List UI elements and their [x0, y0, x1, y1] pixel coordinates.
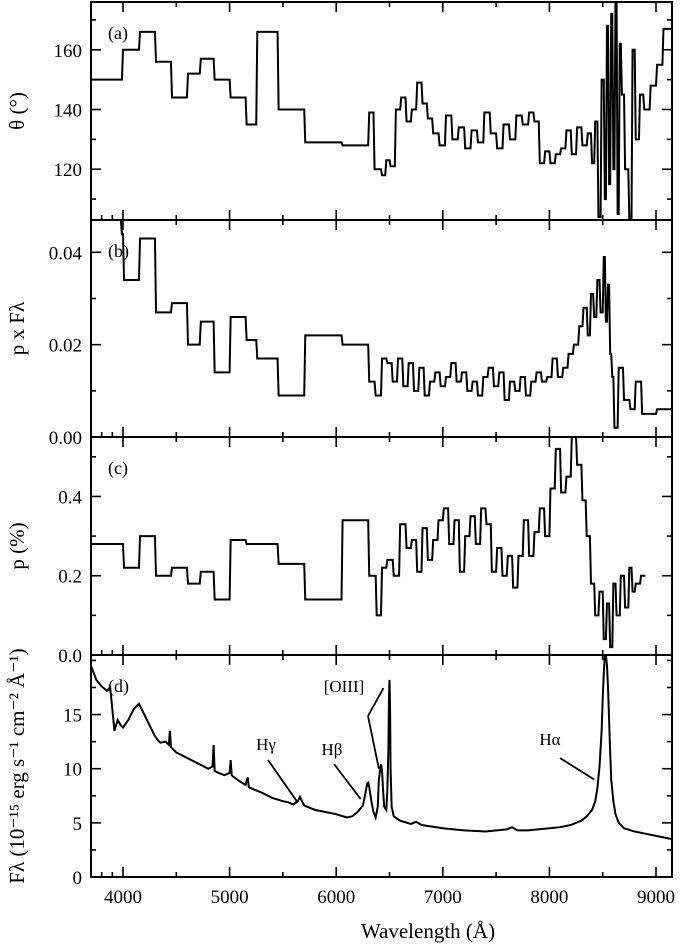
x-tick-label: 7000 [424, 887, 462, 908]
y-tick-label: 0.00 [49, 428, 82, 449]
y-tick-label: 10 [63, 760, 82, 781]
annotation-label: Hα [539, 730, 560, 749]
y-tick-label: 0.0 [58, 646, 82, 667]
x-tick-label: 6000 [317, 887, 355, 908]
annotation-leader [367, 687, 385, 717]
annotation-leader [267, 759, 298, 802]
y-axis-title-a: θ (°) [5, 92, 29, 130]
annotation-label: [OIII] [324, 677, 365, 696]
y-tick-label: 0.2 [58, 567, 82, 588]
panel-c: 0.0 0.2 0.4 (c) p (%) [5, 436, 673, 667]
panel-frame-b [90, 219, 673, 438]
y-tick-label: 15 [63, 706, 82, 727]
y-tick-label: 0.04 [49, 243, 83, 264]
y-axis-title-d: Fλ (10⁻¹⁵ erg s⁻¹ cm⁻² Å⁻¹) [5, 648, 29, 883]
x-tick-label: 4000 [104, 887, 142, 908]
annotation-label: Hβ [322, 740, 343, 759]
y-axis-title-c: p (%) [5, 522, 29, 569]
panel-b: 0.00 0.02 0.04 (b) p x Fλ [5, 219, 673, 449]
panel-tag-d: (d) [108, 676, 129, 697]
panel-a: 120 140 160 (a) θ (°) [5, 1, 673, 221]
x-tick-label: 8000 [530, 887, 568, 908]
panel-frame-a [90, 1, 673, 221]
y-tick-label: 0.02 [49, 336, 82, 357]
panel-tag-c: (c) [108, 458, 128, 479]
annotation-leader [333, 763, 362, 800]
y-tick-label: 0 [73, 868, 83, 889]
y-tick-label: 5 [73, 814, 83, 835]
annotation-leader [559, 757, 595, 781]
y-tick-label: 0.4 [58, 487, 82, 508]
x-axis-title: Wavelength (Å) [361, 919, 495, 943]
y-tick-label: 120 [54, 160, 83, 181]
x-tick-label: 9000 [637, 887, 675, 908]
data-trace-c [91, 437, 646, 649]
annotation-label: Hγ [256, 735, 276, 754]
panel-d: 0 5 10 15 (d) Fλ (10⁻¹⁵ erg s⁻¹ cm⁻² Å⁻¹) Hγ Hβ… [5, 648, 673, 889]
panel-frame-d [90, 654, 673, 878]
data-trace-d [91, 655, 672, 841]
x-tick-label: 5000 [211, 887, 249, 908]
data-trace-b [91, 220, 672, 429]
annotation-leader [367, 715, 380, 769]
y-tick-label: 140 [54, 101, 83, 122]
panel-tag-b: (b) [108, 241, 129, 262]
data-trace-a [91, 2, 672, 220]
panel-frame-c [90, 436, 673, 656]
y-tick-label: 160 [54, 41, 83, 62]
y-axis-title-b: p x Fλ [5, 301, 29, 355]
panel-tag-a: (a) [108, 23, 128, 44]
